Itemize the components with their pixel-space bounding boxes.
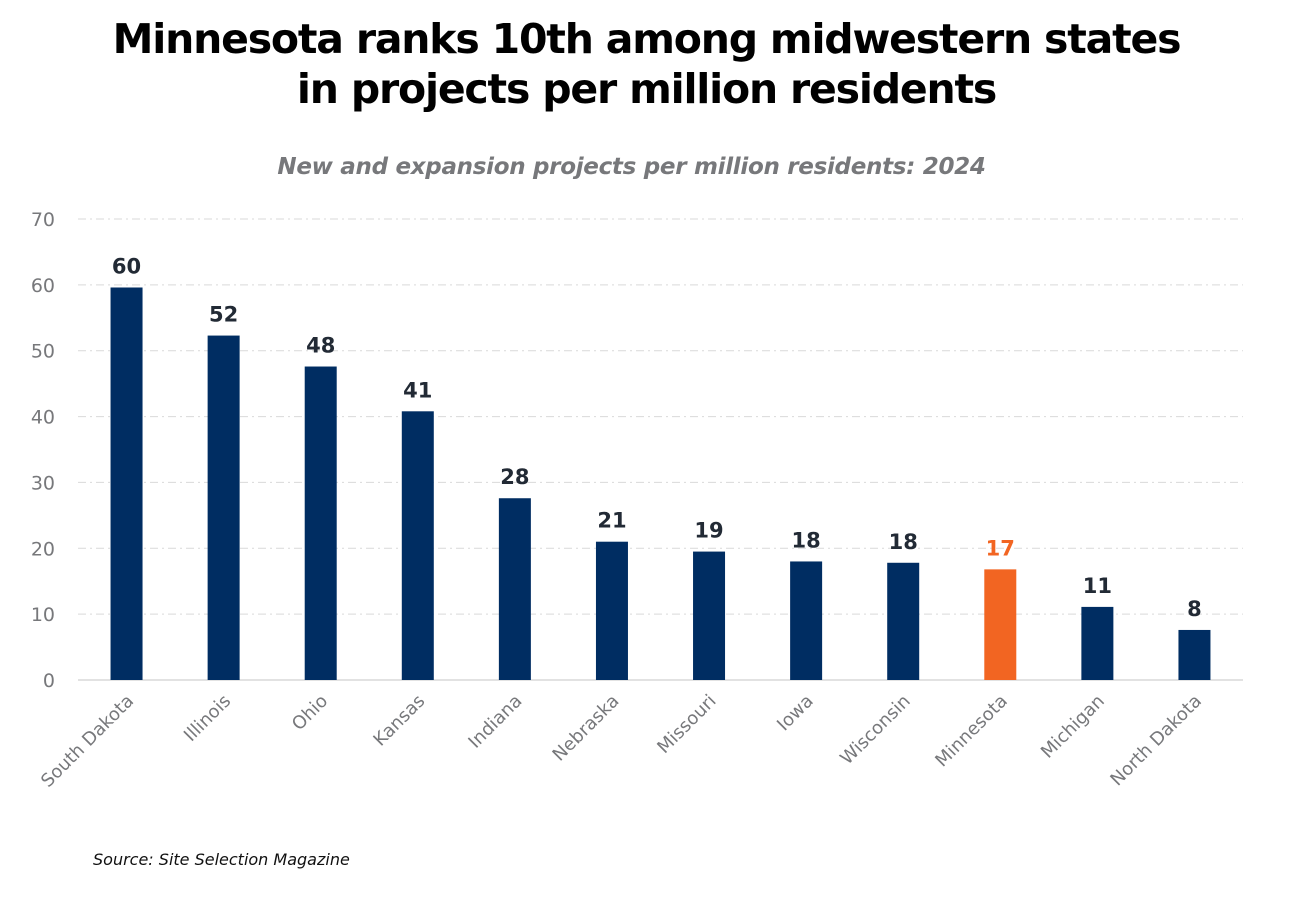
chart-title-line-2: in projects per million residents bbox=[296, 65, 997, 113]
bar bbox=[790, 561, 823, 680]
x-tick-label: Illinois bbox=[180, 691, 235, 746]
y-tick-label: 70 bbox=[31, 209, 55, 231]
y-tick-label: 30 bbox=[31, 472, 55, 494]
x-tick-label: Michigan bbox=[1037, 691, 1109, 763]
x-tick-label: Indiana bbox=[464, 691, 526, 753]
bar bbox=[984, 569, 1017, 680]
data-label: 41 bbox=[403, 378, 432, 402]
x-tick-label: Iowa bbox=[773, 691, 818, 736]
x-tick-label: Nebraska bbox=[549, 691, 624, 766]
y-tick-label: 20 bbox=[31, 538, 55, 560]
source-note: Source: Site Selection Magazine bbox=[93, 850, 350, 869]
x-tick-label: Wisconsin bbox=[836, 691, 914, 769]
bar bbox=[595, 541, 628, 680]
data-label: 60 bbox=[112, 254, 141, 278]
x-tick-label: North Dakota bbox=[1106, 691, 1206, 791]
y-tick-label: 0 bbox=[43, 670, 55, 692]
bar bbox=[110, 287, 143, 680]
x-tick-label: Minnesota bbox=[931, 691, 1012, 772]
data-label: 18 bbox=[889, 530, 918, 554]
chart-title-line-1: Minnesota ranks 10th among midwestern st… bbox=[112, 15, 1182, 63]
y-tick-label: 50 bbox=[31, 341, 55, 363]
chart-subtitle: New and expansion projects per million r… bbox=[277, 154, 986, 180]
data-label: 19 bbox=[694, 519, 723, 543]
data-label: 17 bbox=[986, 536, 1015, 560]
bar bbox=[401, 411, 434, 680]
bar bbox=[498, 498, 531, 680]
bar bbox=[304, 366, 337, 680]
x-tick-label: South Dakota bbox=[37, 691, 138, 792]
bar bbox=[693, 551, 726, 680]
y-tick-label: 40 bbox=[31, 407, 55, 429]
bar bbox=[887, 562, 920, 680]
y-tick-label: 10 bbox=[31, 604, 55, 626]
data-label: 48 bbox=[306, 334, 335, 358]
data-label: 18 bbox=[792, 528, 821, 552]
bar bbox=[1081, 606, 1114, 680]
bar bbox=[1178, 629, 1211, 680]
x-tick-label: Ohio bbox=[288, 691, 332, 735]
x-tick-label: Missouri bbox=[653, 691, 720, 758]
y-tick-label: 60 bbox=[31, 275, 55, 297]
data-label: 28 bbox=[500, 465, 529, 489]
data-label: 21 bbox=[597, 509, 626, 533]
data-label: 52 bbox=[209, 303, 238, 327]
data-label: 8 bbox=[1187, 597, 1202, 621]
x-tick-label: Kansas bbox=[369, 691, 429, 751]
bar bbox=[207, 335, 240, 680]
data-label: 11 bbox=[1083, 574, 1112, 598]
chart-title: Minnesota ranks 10th among midwestern st… bbox=[0, 14, 1293, 114]
